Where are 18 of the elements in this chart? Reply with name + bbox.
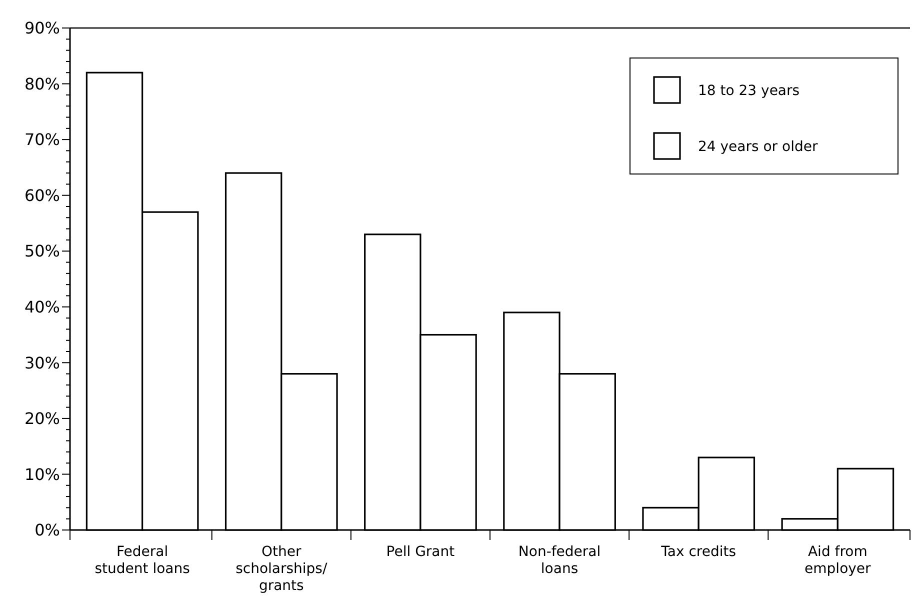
legend-label: 24 years or older (698, 138, 818, 155)
x-tick-label: Non-federal loans (518, 544, 601, 577)
y-tick-label: 70% (24, 130, 60, 150)
y-tick-label: 30% (24, 353, 60, 372)
y-tick-label: 20% (24, 409, 60, 428)
x-tick-label: Aid from employer (804, 544, 872, 577)
x-tick-label: Pell Grant (386, 544, 456, 560)
y-tick-label: 0% (34, 520, 60, 540)
legend-label: 18 to 23 years (698, 82, 800, 99)
y-tick-label: 90% (24, 18, 60, 38)
y-tick-label: 80% (24, 74, 60, 94)
x-tick-label: Federal student loans (94, 544, 190, 577)
y-tick-label: 40% (24, 297, 60, 316)
y-tick-label: 10% (24, 464, 60, 484)
x-tick-label: Tax credits (660, 544, 736, 560)
y-tick-label: 50% (24, 242, 60, 261)
x-tick-label: Other scholarships/ grants (236, 544, 328, 594)
y-tick-label: 60% (24, 186, 60, 205)
